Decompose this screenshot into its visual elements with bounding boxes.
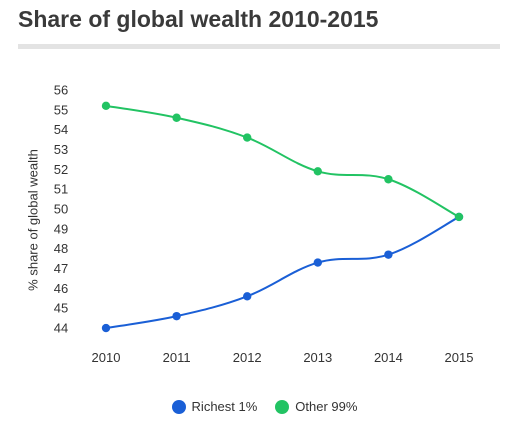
data-point-other[interactable] bbox=[101, 101, 111, 111]
y-tick-label: 49 bbox=[54, 221, 68, 236]
data-point-other[interactable] bbox=[313, 167, 322, 176]
x-tick-label: 2015 bbox=[445, 350, 474, 365]
y-tick-label: 46 bbox=[54, 281, 68, 296]
y-tick-label: 48 bbox=[54, 241, 68, 256]
data-point-other[interactable] bbox=[454, 212, 464, 222]
data-point-richest[interactable] bbox=[313, 258, 322, 267]
y-tick-label: 51 bbox=[54, 182, 68, 197]
legend-label-other: Other 99% bbox=[295, 399, 358, 414]
y-tick-label: 50 bbox=[54, 202, 68, 217]
chart-title: Share of global wealth 2010-2015 bbox=[18, 6, 379, 32]
legend-label-richest: Richest 1% bbox=[191, 399, 258, 414]
series-line-other bbox=[105, 104, 460, 218]
legend-swatch-richest bbox=[171, 399, 186, 414]
title-divider bbox=[18, 44, 500, 49]
x-tick-label: 2010 bbox=[92, 350, 121, 365]
data-point-other[interactable] bbox=[384, 175, 393, 184]
x-tick-label: 2014 bbox=[374, 350, 403, 365]
legend-swatch-other bbox=[275, 399, 290, 414]
data-point-richest[interactable] bbox=[243, 292, 252, 301]
y-tick-label: 53 bbox=[54, 142, 68, 157]
y-tick-label: 45 bbox=[54, 301, 68, 316]
data-point-richest[interactable] bbox=[172, 311, 181, 321]
x-tick-label: 2012 bbox=[233, 350, 262, 365]
data-point-other[interactable] bbox=[172, 113, 181, 122]
y-tick-label: 44 bbox=[54, 321, 68, 336]
data-point-richest[interactable] bbox=[384, 250, 393, 259]
legend-item-richest[interactable]: Richest 1% bbox=[171, 399, 258, 414]
x-tick-label: 2011 bbox=[163, 350, 191, 365]
legend-item-other[interactable]: Other 99% bbox=[275, 399, 357, 414]
y-tick-label: 55 bbox=[54, 102, 68, 117]
y-tick-label: 56 bbox=[54, 82, 68, 97]
y-tick-label: 52 bbox=[54, 162, 68, 177]
y-tick-label: 47 bbox=[54, 261, 68, 276]
legend: Richest 1% Other 99% bbox=[0, 399, 529, 414]
series-line-richest bbox=[105, 215, 460, 330]
y-tick-label: 54 bbox=[54, 122, 68, 137]
data-point-richest[interactable] bbox=[101, 323, 111, 333]
data-point-other[interactable] bbox=[243, 133, 252, 142]
x-tick-label: 2013 bbox=[303, 350, 332, 365]
